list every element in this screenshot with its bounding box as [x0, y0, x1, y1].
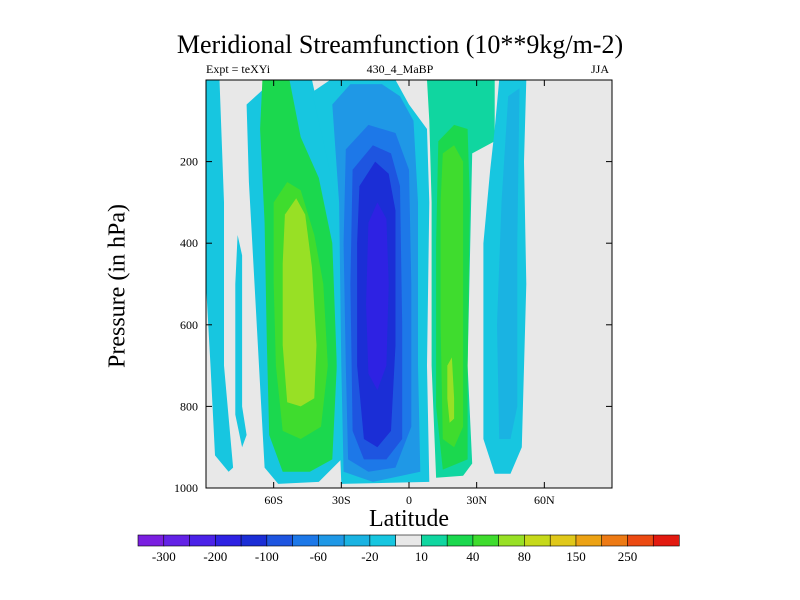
colorbar-label: 250 [618, 549, 638, 564]
colorbar-label: 80 [518, 549, 531, 564]
season-label: JJA [591, 62, 610, 76]
colorbar-swatch [266, 534, 294, 547]
colorbar-swatch [137, 534, 165, 547]
contour-south-cell-60 [282, 198, 317, 407]
colorbar-swatch [652, 534, 680, 547]
contour-central-cell-150 [366, 202, 389, 391]
colorbar-label: -300 [152, 549, 176, 564]
colorbar-label: -20 [361, 549, 378, 564]
y-tick-label: 600 [180, 318, 198, 332]
colorbar-swatch [163, 534, 191, 547]
colorbar-swatch [318, 534, 345, 547]
colorbar-label: 10 [415, 549, 428, 564]
contour-north-cell-60 [447, 357, 455, 423]
colorbar-swatch [446, 534, 474, 547]
colorbar-label: -200 [203, 549, 227, 564]
colorbar-label: 150 [566, 549, 586, 564]
expt-label: Expt = teXYi [206, 62, 271, 76]
colorbar-swatch [214, 534, 242, 547]
y-tick-label: 200 [180, 155, 198, 169]
colorbar: -300 -200 -100 -60 -20 10 40 80 150 250 [137, 534, 680, 564]
x-tick-label: 60S [264, 493, 283, 507]
contour-north-cell-40 [440, 145, 464, 448]
x-axis-label: Latitude [369, 506, 449, 532]
x-tick-label: 60N [534, 493, 555, 507]
colorbar-swatch [472, 534, 500, 547]
x-tick-label: 30N [466, 493, 487, 507]
colorbar-swatch [421, 534, 448, 547]
colorbar-swatch [240, 534, 268, 547]
contour-north-negative-inner [497, 88, 520, 439]
colorbar-swatch [369, 534, 397, 547]
colorbar-swatch [549, 534, 577, 547]
y-tick-label: 400 [180, 236, 198, 250]
colorbar-swatch [343, 534, 371, 547]
colorbar-label: -60 [310, 549, 327, 564]
colorbar-swatch [498, 534, 526, 547]
case-label: 430_4_MaBP [366, 62, 434, 76]
contour-south-spike [235, 235, 247, 448]
contour-south-edge [206, 80, 234, 472]
colorbar-label: -100 [255, 549, 279, 564]
colorbar-swatch [292, 534, 319, 547]
colorbar-label: 40 [466, 549, 479, 564]
y-tick-label: 1000 [174, 481, 198, 495]
colorbar-swatch [575, 534, 603, 547]
axes-group: 60S 30S 0 30N 60N 200 400 600 800 1000 [174, 80, 612, 507]
contour-fill-group [206, 80, 527, 484]
x-tick-label: 30S [332, 493, 351, 507]
colorbar-swatch [524, 534, 551, 547]
colorbar-swatch [627, 534, 654, 547]
colorbar-swatch [601, 534, 629, 547]
x-tick-label: 0 [406, 493, 412, 507]
colorbar-swatch [395, 534, 422, 547]
y-tick-label: 800 [180, 399, 198, 413]
colorbar-swatch [189, 534, 216, 547]
chart-title: Meridional Streamfunction (10**9kg/m-2) [176, 30, 624, 59]
